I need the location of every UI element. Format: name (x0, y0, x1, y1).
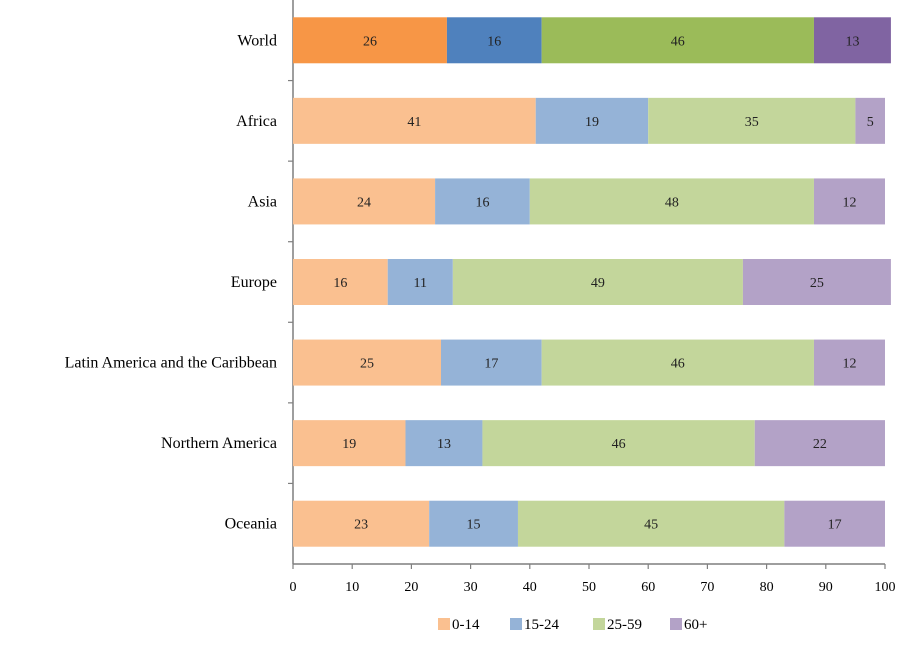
bar-world-25-59 (541, 17, 814, 64)
data-label-oceania-0-14: 23 (354, 518, 368, 533)
legend-label-60: 60+ (684, 617, 707, 633)
legend-swatch-0-14 (438, 618, 450, 630)
bar-northern-america-0-14 (293, 420, 406, 467)
data-label-latin-america-and-the-caribbean-25-59: 46 (671, 357, 685, 372)
data-label-europe-15-24: 11 (414, 276, 427, 291)
data-label-world-60: 13 (845, 34, 859, 49)
category-label-world: World (237, 32, 277, 49)
bar-world-15-24 (446, 17, 542, 64)
axes: 0 10 20 30 40 50 60 70 80 90 100 World Africa Asia Eur… (65, 0, 896, 595)
bar-africa-60 (855, 97, 885, 144)
legend-swatch-25-59 (593, 618, 605, 630)
bar-asia-25-59 (529, 178, 814, 225)
bar-world-0-14 (293, 17, 447, 64)
bar-latin-america-and-the-caribbean-0-14 (293, 339, 441, 386)
data-label-africa-60: 5 (867, 115, 874, 130)
data-label-latin-america-and-the-caribbean-60: 12 (842, 357, 856, 372)
bar-northern-america-15-24 (405, 420, 483, 467)
data-label-asia-15-24: 16 (475, 195, 489, 210)
category-label-asia: Asia (248, 193, 277, 210)
category-label-northern-america: Northern America (161, 435, 277, 452)
data-label-europe-25-59: 49 (591, 276, 605, 291)
data-label-oceania-25-59: 45 (644, 518, 658, 533)
x-tick-label: 90 (819, 580, 833, 595)
bar-europe-25-59 (452, 259, 743, 305)
data-label-asia-25-59: 48 (665, 195, 679, 210)
legend-label-25-59: 25-59 (607, 617, 642, 633)
bar-northern-america-25-59 (482, 420, 755, 467)
data-label-northern-america-0-14: 19 (342, 437, 356, 452)
data-label-northern-america-60: 22 (813, 437, 827, 452)
data-label-northern-america-25-59: 46 (612, 437, 626, 452)
bars: 26 16 46 13 41 19 35 5 24 16 48 12 16 11 49 25 25 17 46 12 1… (293, 17, 891, 547)
legend-swatch-15-24 (510, 618, 522, 630)
data-label-world-15-24: 16 (487, 34, 501, 49)
bar-latin-america-and-the-caribbean-25-59 (541, 339, 814, 386)
category-label-africa: Africa (236, 113, 277, 130)
x-tick-label: 60 (641, 580, 655, 595)
bar-asia-15-24 (435, 178, 530, 225)
legend: 0-14 15-24 25-59 60+ (438, 617, 707, 633)
data-label-asia-60: 12 (842, 195, 856, 210)
x-tick-label: 20 (404, 580, 418, 595)
data-label-northern-america-15-24: 13 (437, 437, 451, 452)
bar-oceania-0-14 (293, 500, 430, 547)
x-tick-label: 70 (700, 580, 714, 595)
bar-europe-15-24 (387, 259, 453, 305)
legend-label-0-14: 0-14 (452, 617, 480, 633)
x-tick-label: 80 (760, 580, 774, 595)
bar-oceania-25-59 (517, 500, 785, 547)
x-tick-label: 10 (345, 580, 359, 595)
category-label-oceania: Oceania (225, 516, 277, 533)
x-tick-label: 30 (464, 580, 478, 595)
bar-asia-0-14 (293, 178, 436, 225)
bar-africa-25-59 (648, 97, 856, 144)
data-label-africa-25-59: 35 (745, 115, 759, 130)
data-label-europe-60: 25 (810, 276, 824, 291)
bar-latin-america-and-the-caribbean-60 (813, 339, 885, 386)
data-label-world-25-59: 46 (671, 34, 685, 49)
data-label-europe-0-14: 16 (333, 276, 347, 291)
data-label-oceania-15-24: 15 (467, 518, 481, 533)
bar-europe-0-14 (293, 259, 388, 305)
data-label-oceania-60: 17 (828, 518, 842, 533)
bar-northern-america-60 (754, 420, 885, 467)
x-tick-label: 40 (523, 580, 537, 595)
bar-world-60 (813, 17, 891, 64)
bar-asia-60 (813, 178, 885, 225)
x-tick-label: 50 (582, 580, 596, 595)
data-label-world-0-14: 26 (363, 34, 377, 49)
data-label-africa-15-24: 19 (585, 115, 599, 130)
bar-oceania-60 (784, 500, 885, 547)
legend-swatch-60 (670, 618, 682, 630)
data-label-latin-america-and-the-caribbean-0-14: 25 (360, 357, 374, 372)
data-label-asia-0-14: 24 (357, 195, 371, 210)
bar-oceania-15-24 (429, 500, 518, 547)
data-label-latin-america-and-the-caribbean-15-24: 17 (484, 357, 498, 372)
category-label-latin-america-and-the-caribbean: Latin America and the Caribbean (65, 355, 277, 372)
category-label-europe: Europe (231, 274, 277, 291)
x-tick-label: 100 (875, 580, 896, 595)
bar-africa-15-24 (535, 97, 649, 144)
bar-africa-0-14 (293, 97, 536, 144)
legend-label-15-24: 15-24 (524, 617, 559, 633)
bar-europe-60 (742, 259, 891, 305)
bar-latin-america-and-the-caribbean-15-24 (441, 339, 542, 386)
data-label-africa-0-14: 41 (407, 115, 421, 130)
x-tick-label: 0 (290, 580, 297, 595)
